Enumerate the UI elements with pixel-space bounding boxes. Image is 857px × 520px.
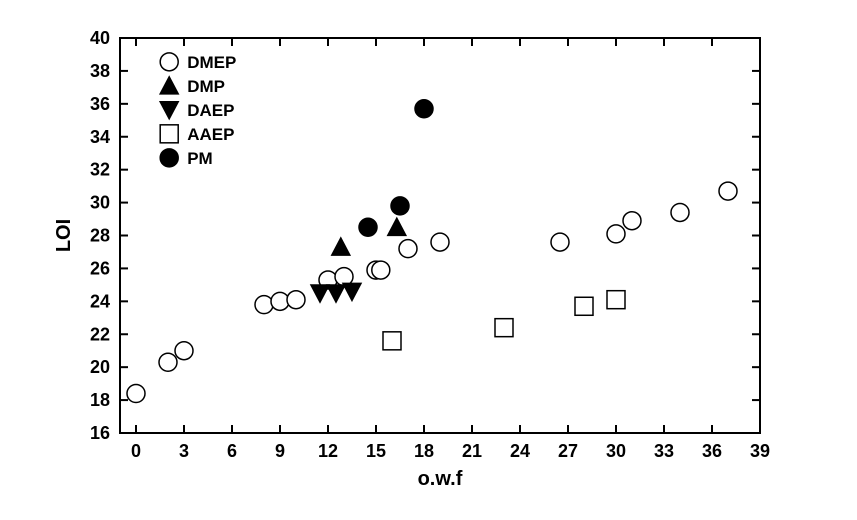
x-tick-label: 12 bbox=[318, 441, 338, 461]
y-tick-label: 26 bbox=[90, 258, 110, 278]
x-tick-label: 6 bbox=[227, 441, 237, 461]
legend-label-dmep: DMEP bbox=[187, 53, 236, 72]
legend-label-aaep: AAEP bbox=[187, 125, 234, 144]
y-axis-title: LOI bbox=[53, 219, 75, 252]
x-tick-label: 30 bbox=[606, 441, 626, 461]
y-tick-label: 18 bbox=[90, 390, 110, 410]
y-tick-label: 36 bbox=[90, 94, 110, 114]
scatter-plot: 0369121518212427303336391618202224262830… bbox=[0, 0, 857, 520]
x-tick-label: 27 bbox=[558, 441, 578, 461]
x-tick-label: 0 bbox=[131, 441, 141, 461]
x-tick-label: 9 bbox=[275, 441, 285, 461]
x-tick-label: 15 bbox=[366, 441, 386, 461]
legend-label-daep: DAEP bbox=[187, 101, 234, 120]
x-tick-label: 21 bbox=[462, 441, 482, 461]
y-tick-label: 40 bbox=[90, 28, 110, 48]
y-tick-label: 24 bbox=[90, 291, 110, 311]
y-tick-label: 38 bbox=[90, 61, 110, 81]
x-tick-label: 33 bbox=[654, 441, 674, 461]
chart-container: 0369121518212427303336391618202224262830… bbox=[0, 0, 857, 520]
x-tick-label: 39 bbox=[750, 441, 770, 461]
x-tick-label: 24 bbox=[510, 441, 530, 461]
legend-label-pm: PM bbox=[187, 149, 213, 168]
y-tick-label: 16 bbox=[90, 423, 110, 443]
x-tick-label: 18 bbox=[414, 441, 434, 461]
legend-label-dmp: DMP bbox=[187, 77, 225, 96]
y-tick-label: 28 bbox=[90, 226, 110, 246]
y-tick-label: 20 bbox=[90, 357, 110, 377]
y-tick-label: 22 bbox=[90, 324, 110, 344]
y-tick-label: 34 bbox=[90, 127, 110, 147]
x-axis-title: o.w.f bbox=[418, 468, 463, 490]
y-tick-label: 30 bbox=[90, 193, 110, 213]
x-tick-label: 3 bbox=[179, 441, 189, 461]
x-tick-label: 36 bbox=[702, 441, 722, 461]
y-tick-label: 32 bbox=[90, 160, 110, 180]
